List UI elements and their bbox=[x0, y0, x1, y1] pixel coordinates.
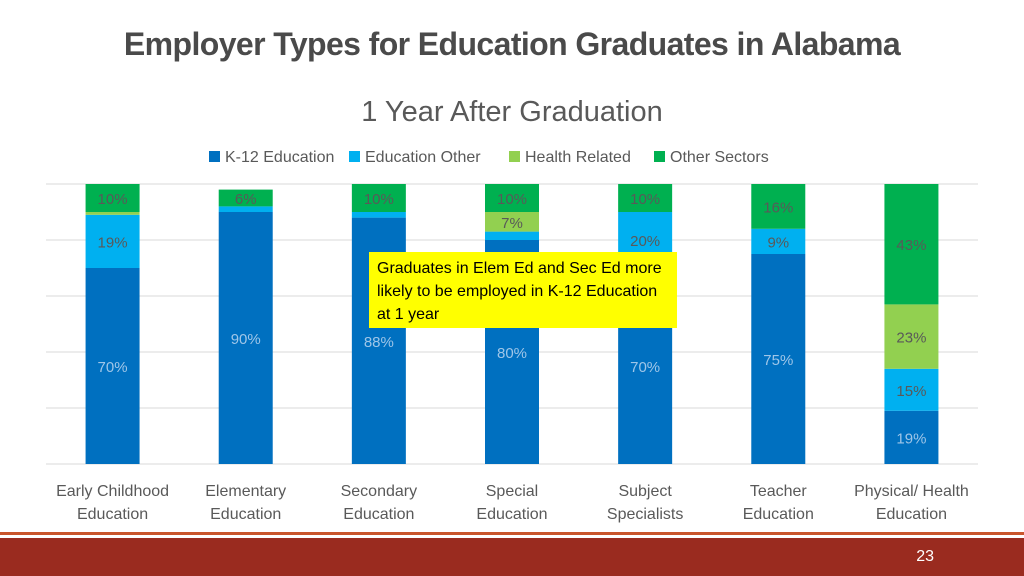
data-label: 88% bbox=[364, 334, 394, 351]
bar-segment bbox=[85, 214, 140, 268]
data-label: 10% bbox=[630, 191, 660, 208]
category-label: Education bbox=[876, 506, 947, 523]
legend-label: Education Other bbox=[365, 149, 481, 166]
data-label: 70% bbox=[630, 359, 660, 376]
legend-label: Health Related bbox=[525, 149, 631, 166]
chart-title: 1 Year After Graduation bbox=[361, 96, 663, 128]
bar-segment bbox=[485, 212, 539, 232]
data-label: 7% bbox=[501, 215, 523, 232]
category-label: Education bbox=[343, 506, 414, 523]
bar-segment bbox=[751, 184, 806, 229]
bar-segment bbox=[751, 254, 806, 464]
legend-swatch bbox=[209, 151, 220, 162]
category-label: Secondary bbox=[341, 483, 418, 500]
category-label: Elementary bbox=[205, 483, 286, 500]
data-label: 75% bbox=[763, 352, 793, 369]
data-label: 10% bbox=[364, 191, 394, 208]
bar-segment bbox=[218, 212, 273, 464]
bar-segment bbox=[884, 304, 939, 369]
data-label: 10% bbox=[98, 191, 128, 208]
category-label: Education bbox=[476, 506, 547, 523]
bar-segment bbox=[351, 212, 406, 218]
data-label: 9% bbox=[767, 234, 789, 251]
bar-segment bbox=[485, 184, 539, 212]
bar-segment bbox=[751, 228, 806, 254]
data-label: 20% bbox=[630, 233, 660, 250]
data-label: 80% bbox=[497, 345, 527, 362]
category-label: Education bbox=[210, 506, 281, 523]
data-label: 90% bbox=[231, 331, 261, 348]
legend-swatch bbox=[349, 151, 360, 162]
bar-segment bbox=[85, 184, 140, 212]
data-label: 70% bbox=[98, 359, 128, 376]
bar-segment bbox=[85, 268, 140, 464]
bar-segment bbox=[884, 184, 939, 305]
bar-segment bbox=[218, 189, 273, 207]
footer-bar bbox=[0, 538, 1024, 576]
category-label: Subject bbox=[618, 483, 672, 500]
data-label: 10% bbox=[497, 191, 527, 208]
stacked-bar-chart: K-12 Education Education Other Health Rela… bbox=[46, 149, 978, 523]
legend-swatch bbox=[509, 151, 520, 162]
category-label: Early Childhood bbox=[56, 483, 169, 500]
category-label: Special bbox=[486, 483, 538, 500]
callout-note: Graduates in Elem Ed and Sec Ed more lik… bbox=[369, 252, 677, 328]
data-label: 6% bbox=[235, 191, 257, 208]
bar-segment bbox=[351, 184, 406, 212]
legend-swatch bbox=[654, 151, 665, 162]
data-label: 15% bbox=[896, 383, 926, 400]
category-label: Teacher bbox=[750, 483, 808, 500]
bar-segment bbox=[218, 206, 273, 212]
data-label: 43% bbox=[896, 237, 926, 254]
category-label: Physical/ Health bbox=[854, 483, 969, 500]
legend-label: Other Sectors bbox=[670, 149, 769, 166]
data-label: 19% bbox=[98, 234, 128, 251]
bar-segment bbox=[85, 212, 140, 215]
category-label: Education bbox=[77, 506, 148, 523]
page-number: 23 bbox=[916, 548, 934, 565]
footer-accent-line bbox=[0, 532, 1024, 535]
data-label: 19% bbox=[896, 430, 926, 447]
legend-label: K-12 Education bbox=[225, 149, 334, 166]
bar-segment bbox=[884, 368, 939, 411]
category-label: Education bbox=[743, 506, 814, 523]
category-label: Specialists bbox=[607, 506, 683, 523]
bar-segment bbox=[485, 231, 539, 240]
bar-segment bbox=[884, 410, 939, 464]
slide-title: Employer Types for Education Graduates i… bbox=[123, 26, 901, 62]
bar-segment bbox=[618, 184, 673, 212]
data-label: 16% bbox=[763, 199, 793, 216]
data-label: 23% bbox=[896, 330, 926, 347]
